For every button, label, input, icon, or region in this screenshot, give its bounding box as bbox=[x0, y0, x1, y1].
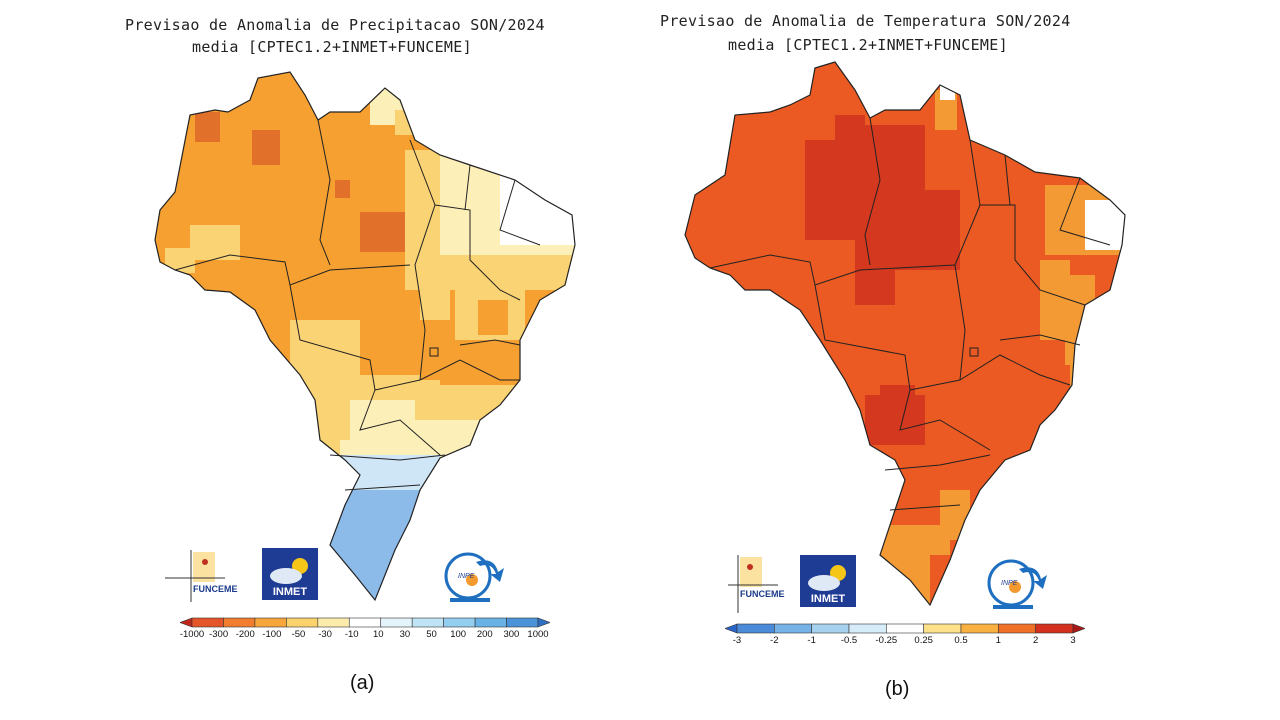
scale-tick-label: 50 bbox=[426, 629, 437, 640]
scale-arrow-high bbox=[537, 617, 550, 628]
scale-tick-label: -50 bbox=[291, 629, 306, 640]
scale-tick-label: -3 bbox=[732, 635, 742, 646]
scale-tick-label: -30 bbox=[318, 629, 332, 640]
scale-tick-label: 1 bbox=[995, 635, 1001, 646]
scale-tick-label: -1000 bbox=[179, 629, 205, 640]
inmet-logo-mark-b: INMET bbox=[800, 555, 856, 607]
precip-title-line2: media [CPTEC1.2+INMET+FUNCEME] bbox=[192, 38, 472, 56]
precipitation-panel: Previsao de Anomalia de Precipitacao SON… bbox=[125, 16, 576, 694]
scale-tick-label: 10 bbox=[373, 629, 384, 640]
funceme-logo-mark-b: FUNCEME bbox=[728, 555, 785, 613]
scale-swatch bbox=[474, 617, 507, 628]
scale-tick-label: 1000 bbox=[527, 629, 549, 640]
funceme-logo-text-b: FUNCEME bbox=[740, 589, 785, 599]
scale-swatch bbox=[736, 623, 775, 634]
inpe-logo-mark-b: INPE bbox=[987, 559, 1047, 609]
temp-anomaly-map bbox=[684, 61, 1126, 606]
scale-swatch bbox=[254, 617, 287, 628]
inmet-logo: INMET bbox=[262, 548, 318, 600]
scale-swatch bbox=[443, 617, 476, 628]
precip-title-line1: Previsao de Anomalia de Precipitacao SON… bbox=[125, 16, 545, 34]
scale-tick-label: -2 bbox=[770, 635, 779, 646]
scale-swatch bbox=[317, 617, 350, 628]
temp-title-line2: media [CPTEC1.2+INMET+FUNCEME] bbox=[728, 36, 1008, 54]
inmet-logo-text: INMET bbox=[273, 586, 308, 598]
inmet-logo-mark: INMET bbox=[262, 548, 318, 600]
scale-tick-label: -0.25 bbox=[875, 635, 898, 646]
scale-swatch bbox=[411, 617, 444, 628]
scale-swatch bbox=[960, 623, 999, 634]
scale-tick-label: 100 bbox=[450, 629, 467, 640]
inpe-logo-b: INPE bbox=[985, 555, 1051, 611]
funceme-logo-mark: FUNCEME bbox=[165, 550, 238, 602]
scale-swatch bbox=[923, 623, 962, 634]
caption-a: (a) bbox=[350, 672, 375, 694]
scale-arrow-low bbox=[180, 617, 193, 628]
inmet-logo-text-b: INMET bbox=[811, 593, 846, 605]
scale-tick-label: 2 bbox=[1033, 635, 1039, 646]
scale-tick-label: -300 bbox=[209, 629, 229, 640]
scale-swatch bbox=[223, 617, 256, 628]
scale-swatch bbox=[811, 623, 850, 634]
scale-swatch bbox=[998, 623, 1036, 634]
scale-swatch bbox=[380, 617, 413, 628]
scale-tick-label: 3 bbox=[1070, 635, 1076, 646]
scale-tick-label: -0.5 bbox=[840, 635, 858, 646]
scale-tick-label: -1 bbox=[807, 635, 816, 646]
funceme-logo-b: FUNCEME bbox=[728, 555, 808, 613]
funceme-logo-text: FUNCEME bbox=[193, 584, 238, 594]
scale-swatch bbox=[286, 617, 319, 628]
inpe-logo-text-b: INPE bbox=[1001, 580, 1018, 587]
scale-tick-label: 30 bbox=[399, 629, 411, 640]
scale-tick-label: -10 bbox=[344, 629, 359, 640]
scale-swatch bbox=[1035, 623, 1074, 634]
scale-swatch bbox=[348, 617, 382, 628]
scale-swatch bbox=[848, 623, 887, 634]
scale-tick-label: -200 bbox=[235, 629, 255, 640]
scale-swatch bbox=[774, 623, 812, 634]
funceme-logo: FUNCEME bbox=[165, 550, 245, 602]
scale-swatch bbox=[506, 617, 539, 628]
inmet-logo-b: INMET bbox=[800, 555, 856, 607]
scale-swatch bbox=[191, 617, 224, 628]
scale-tick-label: -100 bbox=[262, 629, 282, 640]
caption-b: (b) bbox=[885, 678, 910, 700]
scale-arrow-low bbox=[725, 623, 738, 634]
inpe-logo-text: INPE bbox=[458, 573, 475, 580]
precip-color-scale bbox=[180, 617, 550, 628]
inpe-logo: INPE bbox=[442, 548, 508, 604]
temperature-panel: Previsao de Anomalia de Temperatura SON/… bbox=[640, 0, 1280, 720]
temp-title-line1: Previsao de Anomalia de Temperatura SON/… bbox=[660, 12, 1071, 30]
scale-tick-label: 0.25 bbox=[914, 635, 933, 646]
scale-tick-label: 200 bbox=[476, 629, 493, 640]
temp-color-scale bbox=[725, 623, 1085, 634]
scale-swatch bbox=[886, 623, 924, 634]
scale-tick-label: 0.5 bbox=[954, 635, 968, 646]
inpe-logo-mark: INPE bbox=[444, 552, 504, 602]
precip-anomaly-map bbox=[154, 71, 576, 601]
scale-arrow-high bbox=[1072, 623, 1085, 634]
scale-tick-label: 300 bbox=[503, 629, 520, 640]
